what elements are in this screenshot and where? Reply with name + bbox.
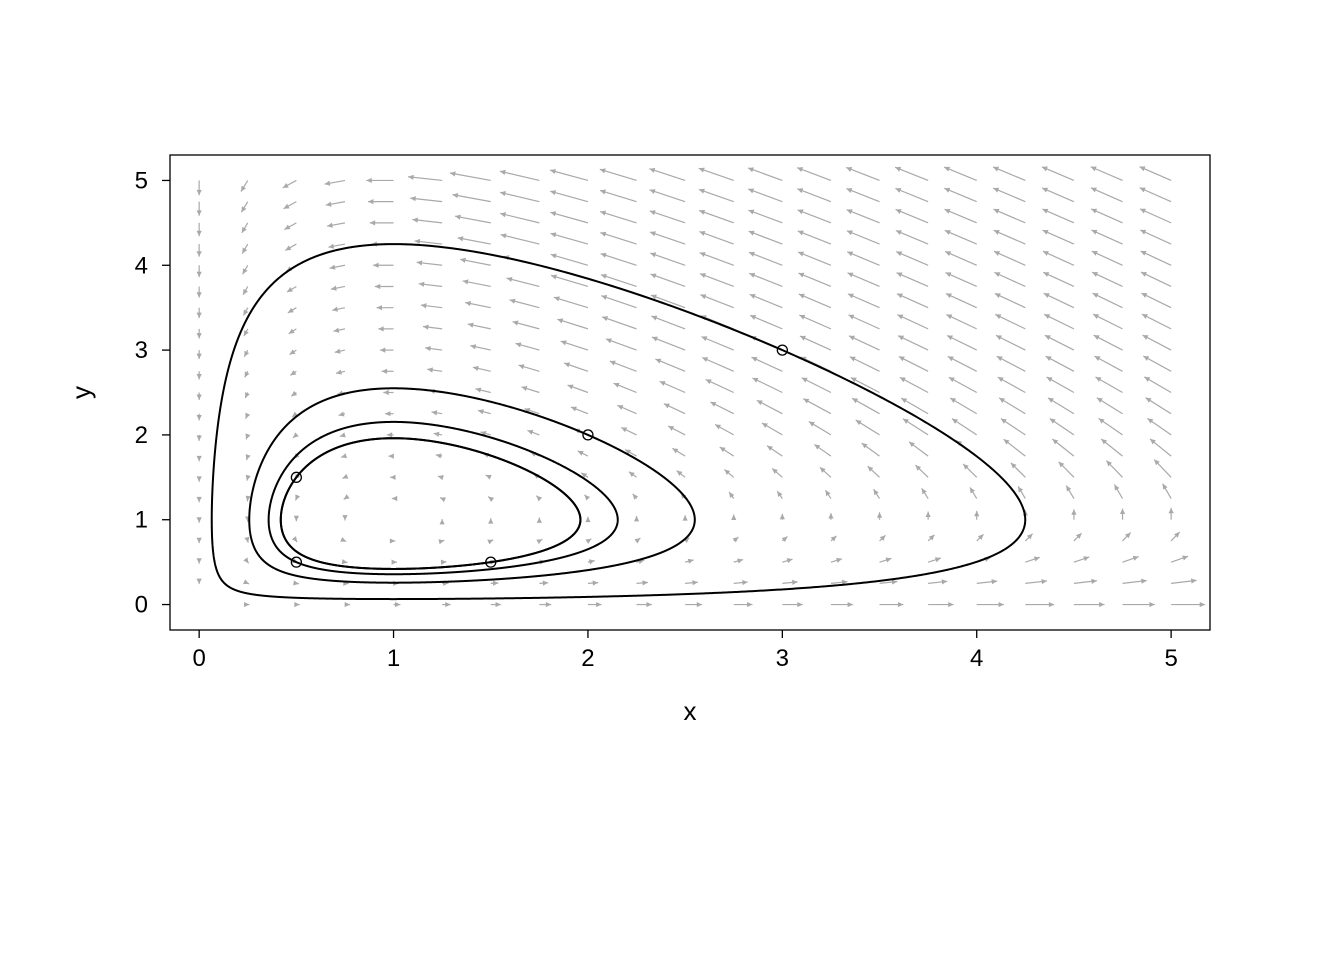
x-tick-label: 3 (776, 645, 789, 672)
y-tick-label: 1 (135, 507, 148, 534)
x-tick-label: 4 (970, 645, 983, 672)
x-tick-label: 5 (1164, 645, 1177, 672)
y-tick-label: 2 (135, 422, 148, 449)
phase-portrait-chart: 0 1 2 3 4 5 0 1 2 3 4 5 x y (0, 0, 1344, 960)
y-tick-label: 5 (135, 167, 148, 194)
y-axis-label: y (66, 386, 96, 399)
y-tick-label: 4 (135, 252, 148, 279)
x-tick-label: 2 (581, 645, 594, 672)
y-tick-label: 0 (135, 592, 148, 619)
y-tick-label: 3 (135, 337, 148, 364)
x-tick-label: 1 (387, 645, 400, 672)
x-tick-label: 0 (192, 645, 205, 672)
x-axis-label: x (684, 696, 697, 726)
chart-svg: 0 1 2 3 4 5 0 1 2 3 4 5 x y (0, 0, 1344, 960)
chart-background (0, 0, 1344, 960)
